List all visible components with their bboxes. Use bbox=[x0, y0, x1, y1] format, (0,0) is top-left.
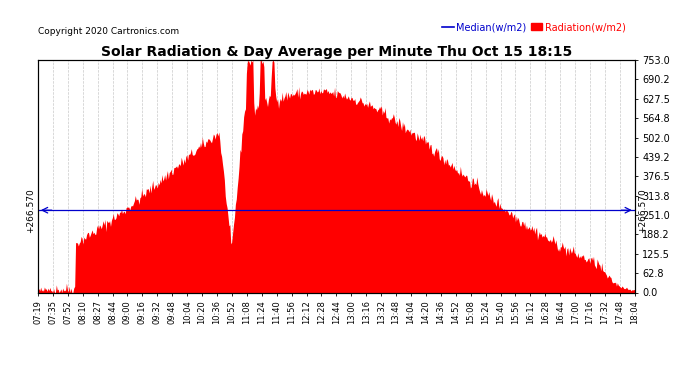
Text: Copyright 2020 Cartronics.com: Copyright 2020 Cartronics.com bbox=[38, 27, 179, 36]
Title: Solar Radiation & Day Average per Minute Thu Oct 15 18:15: Solar Radiation & Day Average per Minute… bbox=[101, 45, 572, 59]
Legend: Median(w/m2), Radiation(w/m2): Median(w/m2), Radiation(w/m2) bbox=[438, 18, 630, 36]
Text: +266.570: +266.570 bbox=[26, 188, 35, 232]
Text: +266.570: +266.570 bbox=[638, 188, 647, 232]
